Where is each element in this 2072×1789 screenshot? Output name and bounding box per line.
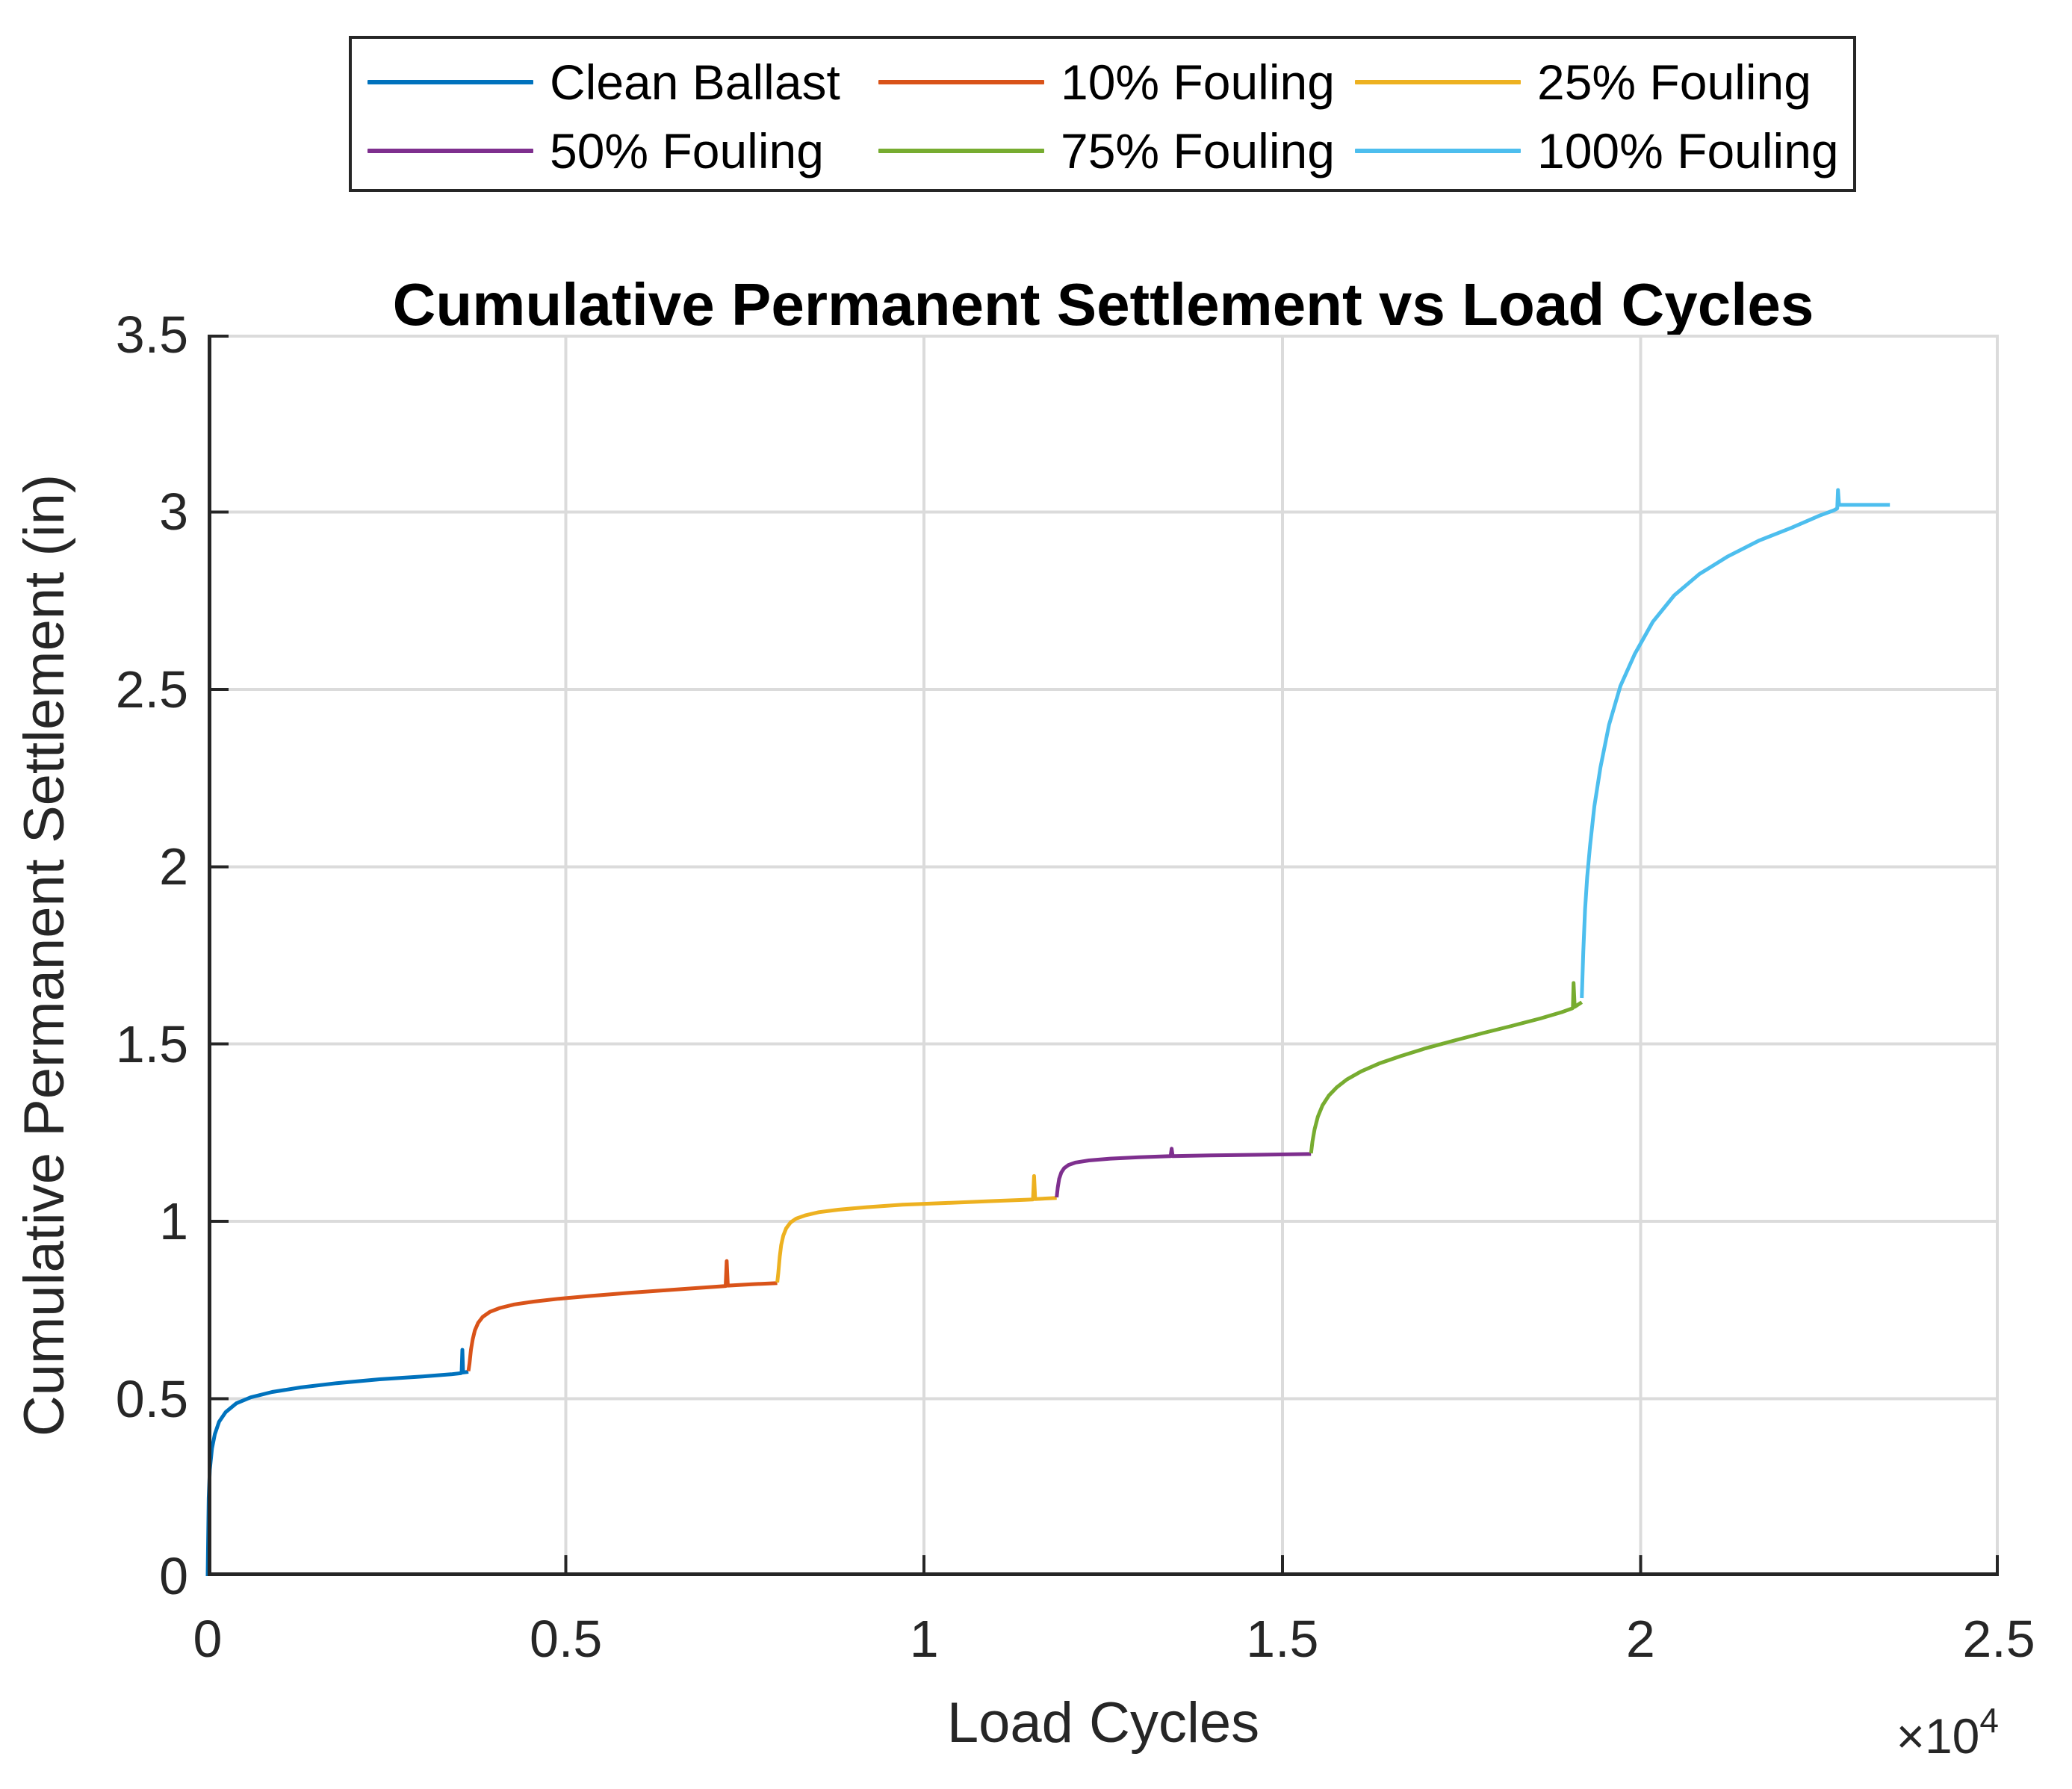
legend-line-sample	[878, 149, 1044, 153]
y-axis-label: Cumulative Permanent Settlement (in)	[13, 474, 76, 1437]
x-tick-label: 1.5	[1246, 1610, 1319, 1668]
y-tick-label: 3.5	[115, 306, 188, 364]
legend-entry-label: 100% Fouling	[1537, 123, 1839, 179]
x-tick-label: 2	[1625, 1610, 1655, 1668]
y-tick-label: 1.5	[115, 1014, 188, 1073]
series-line-75-fouling	[1309, 981, 1584, 1154]
legend-line-sample	[367, 80, 533, 84]
x-tick-label: 1	[909, 1610, 939, 1668]
series-line-50-fouling	[1055, 1147, 1312, 1198]
x-tick-label: 2.5	[1962, 1610, 2035, 1668]
legend-entry-label: 25% Fouling	[1537, 55, 1811, 110]
legend-entry-label: 10% Fouling	[1061, 55, 1335, 110]
y-tick-label: 2.5	[115, 660, 188, 719]
plot-area	[205, 335, 1999, 1577]
series-line-100-fouling	[1580, 488, 1890, 999]
x-axis-multiplier-label: ×104	[1775, 1703, 1999, 1766]
plot-canvas	[205, 335, 1999, 1577]
series-line-clean-ballast	[205, 1348, 469, 1577]
y-tick-label: 1	[159, 1192, 188, 1251]
legend-line-sample	[1355, 80, 1521, 84]
series-line-25-fouling	[775, 1173, 1057, 1283]
multiplier-base: ×10	[1896, 1708, 1980, 1764]
x-tick-label: 0	[193, 1610, 223, 1668]
x-tick-label: 0.5	[529, 1610, 603, 1668]
legend-line-sample	[1355, 149, 1521, 153]
x-axis-label: Load Cycles	[946, 1691, 1260, 1755]
legend-entry-label: 75% Fouling	[1061, 123, 1335, 179]
legend: Clean Ballast 10% Fouling 25% Fouling 50% F…	[349, 36, 1856, 192]
multiplier-exponent: 4	[1979, 1701, 1999, 1740]
y-tick-label: 0	[159, 1547, 188, 1605]
legend-entry-label: 50% Fouling	[550, 123, 824, 179]
legend-entry-label: Clean Ballast	[550, 55, 840, 110]
series-line-10-fouling	[466, 1259, 778, 1371]
y-tick-label: 2	[159, 837, 188, 896]
y-tick-label: 3	[159, 483, 188, 542]
legend-line-sample	[367, 149, 533, 153]
chart-title: Cumulative Permanent Settlement vs Load …	[392, 271, 1814, 338]
y-tick-label: 0.5	[115, 1369, 188, 1428]
legend-line-sample	[878, 80, 1044, 84]
